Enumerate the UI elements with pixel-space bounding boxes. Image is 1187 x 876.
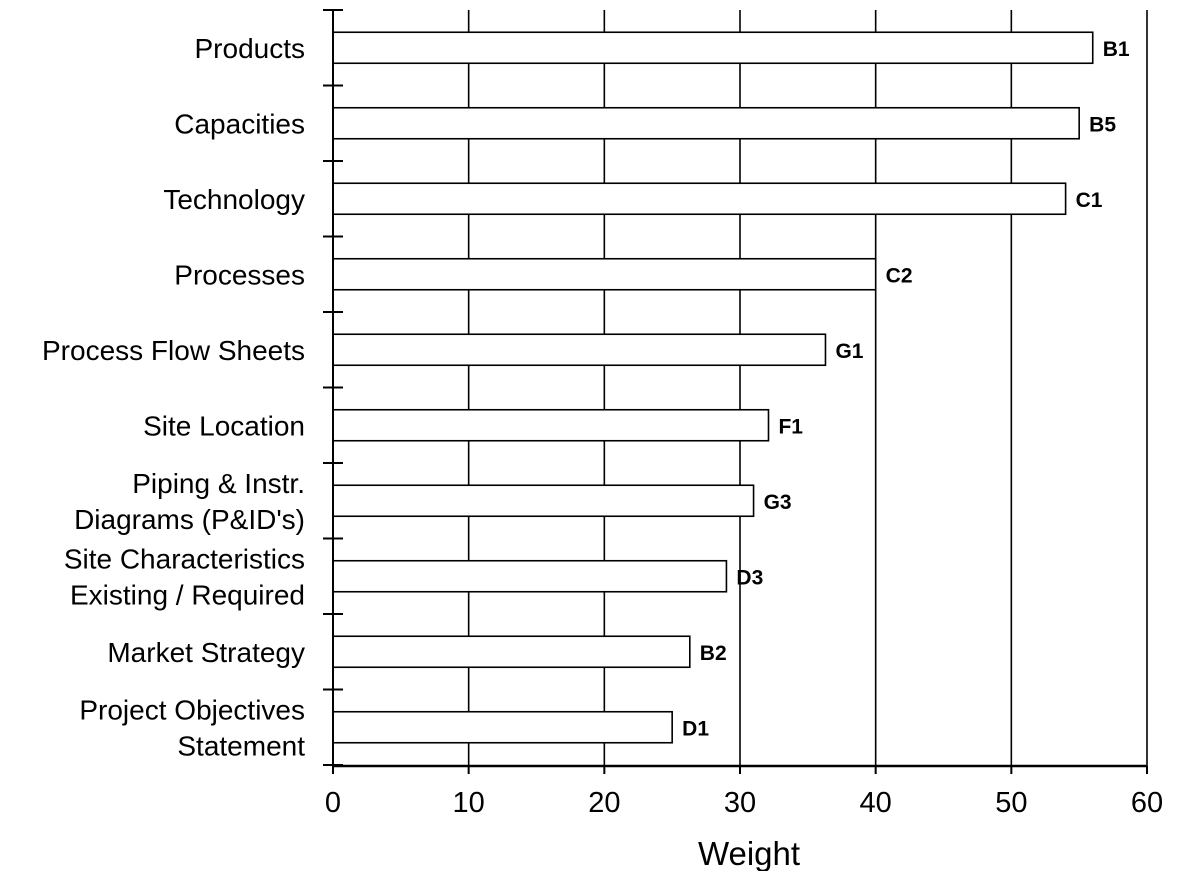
category-label: Site Characteristics: [64, 543, 305, 574]
category-label: Existing / Required: [70, 579, 305, 610]
bar-3: [332, 257, 877, 291]
bar-0: [332, 31, 1094, 65]
bar-4: [332, 333, 827, 367]
bar-code-label: G3: [764, 491, 792, 514]
bar-code-label: D1: [682, 717, 709, 740]
x-tick-label: 20: [588, 787, 620, 819]
bar-code-label: B5: [1089, 113, 1116, 136]
x-axis-title: Weight: [698, 835, 800, 871]
bar-code-label: B1: [1103, 38, 1130, 61]
bar-code-label: D3: [736, 566, 763, 589]
bar-1: [332, 106, 1080, 140]
bar-7: [332, 559, 728, 593]
bar-2: [332, 182, 1067, 216]
category-label: Statement: [177, 730, 305, 761]
category-label: Piping & Instr.: [132, 468, 305, 499]
bar-layer: [332, 31, 1094, 744]
bar-code-label: B2: [700, 642, 727, 665]
x-tick-label: 10: [453, 787, 485, 819]
category-label: Technology: [163, 184, 305, 215]
bar-6: [332, 484, 755, 518]
bar-code-label: C2: [886, 264, 913, 287]
bar-code-label: F1: [778, 415, 803, 438]
label-layer: B1 Products B5 Capacities C1 Technology C2 Proc…: [42, 33, 1130, 762]
category-label: Process Flow Sheets: [42, 335, 305, 366]
bar-code-label: C1: [1076, 189, 1103, 212]
category-label: Products: [195, 33, 306, 64]
category-label: Diagrams (P&ID's): [74, 504, 305, 535]
x-tick-label: 30: [724, 787, 756, 819]
x-tick-label: 60: [1131, 787, 1163, 819]
x-tick-label: 40: [860, 787, 892, 819]
x-tick-label: 0: [325, 787, 341, 819]
x-tick-label: 50: [995, 787, 1027, 819]
axis-layer: 0 10 20 30 40 50 60: [323, 9, 1163, 819]
bar-5: [332, 408, 770, 442]
category-label: Project Objectives: [79, 694, 305, 725]
bar-8: [332, 635, 691, 669]
bar-9: [332, 710, 673, 744]
category-label: Market Strategy: [107, 637, 305, 668]
category-label: Capacities: [174, 108, 305, 139]
category-label: Site Location: [143, 410, 305, 441]
category-label: Processes: [174, 259, 305, 290]
bar-code-label: G1: [835, 340, 863, 363]
